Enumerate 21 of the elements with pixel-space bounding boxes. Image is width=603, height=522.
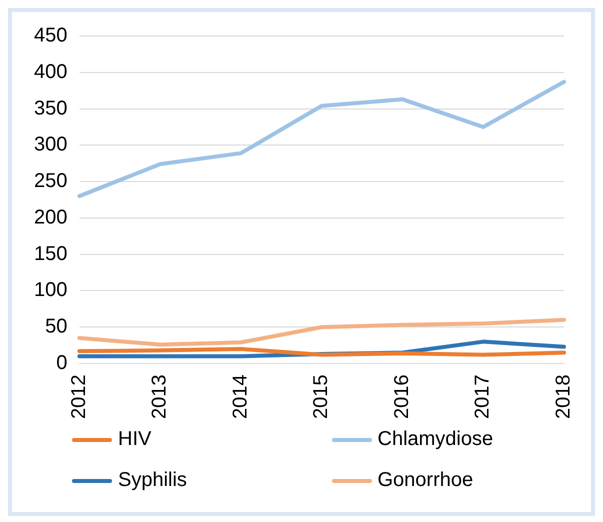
x-tick-label: 2015 — [310, 374, 332, 420]
y-tick-label: 50 — [45, 316, 68, 338]
y-tick-label: 400 — [34, 60, 68, 83]
y-tick-label: 200 — [34, 206, 68, 228]
x-tick-label: 2014 — [229, 374, 252, 420]
legend-label: Chlamydiose — [378, 428, 494, 451]
legend-label: Syphilis — [118, 469, 187, 492]
y-tick-label: 150 — [34, 242, 68, 265]
x-tick-label: 2013 — [148, 374, 171, 420]
y-tick-label: 350 — [34, 97, 68, 120]
x-tick-label: 2018 — [552, 374, 575, 420]
y-tick-label: 250 — [34, 170, 68, 192]
legend-label: HIV — [118, 428, 152, 451]
x-tick-label: 2012 — [68, 374, 90, 420]
x-tick-label: 2016 — [390, 374, 413, 420]
y-tick-label: 300 — [34, 134, 68, 156]
x-tick-label: 2017 — [472, 374, 494, 420]
y-tick-label: 100 — [34, 279, 68, 302]
y-tick-label: 0 — [56, 352, 68, 374]
legend-label: Gonorrhoe — [378, 469, 474, 492]
y-tick-label: 450 — [34, 24, 68, 47]
